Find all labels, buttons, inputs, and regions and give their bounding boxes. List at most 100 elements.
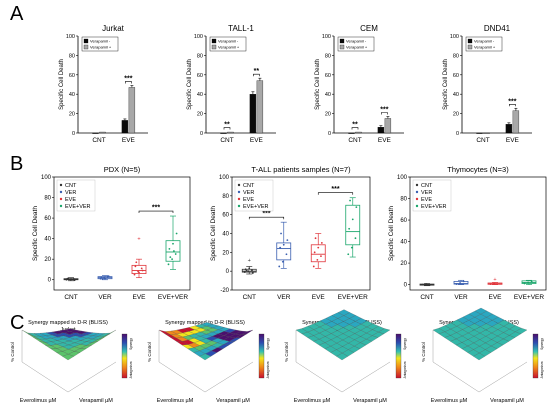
chart-title: Thymocytes (N=3) — [447, 165, 509, 174]
colorbar-label-synergy: Synergy — [403, 338, 407, 350]
panel-label-b: B — [10, 153, 23, 175]
x-tick-label: VER — [98, 294, 112, 301]
y-tick-label: 40 — [325, 92, 331, 98]
outlier-marker: + — [493, 277, 496, 283]
bar — [128, 87, 136, 134]
data-point — [72, 278, 75, 280]
surface-patch — [63, 328, 76, 332]
surface-plot-dnd41: Synergy mapped to D-R (BLISS)DND41% Cont… — [421, 307, 544, 404]
data-point — [175, 232, 178, 235]
legend-box — [412, 179, 452, 212]
significance-stars: *** — [380, 107, 388, 114]
colorbar — [258, 333, 265, 379]
y-tick-label: 0 — [456, 131, 459, 137]
y-tick-label: 0 — [328, 131, 331, 137]
legend-marker — [59, 190, 63, 194]
data-point — [350, 246, 353, 249]
box-plot-2: T-ALL patients samples (N=7) -20 0 20 40 60 80… — [210, 165, 371, 301]
y-tick-label: 20 — [453, 112, 459, 118]
legend-box — [81, 36, 119, 52]
y-tick-label: 80 — [400, 197, 407, 203]
data-point — [462, 280, 465, 283]
legend-label: VER — [421, 190, 432, 196]
colorbar — [532, 333, 539, 379]
y-axis-label: Specific Cell Death — [443, 59, 449, 110]
data-point — [355, 206, 358, 209]
colorbar-label-synergy: Synergy — [540, 338, 544, 350]
y-axis-label: Verapamil µM — [353, 398, 387, 404]
bar — [348, 132, 355, 134]
x-tick-label: EVE — [122, 137, 136, 144]
x-tick-label: EVE+VER — [158, 294, 188, 301]
data-point — [172, 242, 174, 245]
significance-bracket — [351, 127, 359, 130]
significance-bracket — [138, 210, 174, 214]
y-tick-label: 20 — [69, 112, 75, 118]
y-tick-label: 0 — [200, 131, 203, 137]
x-tick-label: CNT — [476, 137, 489, 144]
data-point — [280, 232, 282, 235]
legend-swatch — [467, 44, 473, 50]
z-axis-label: % Control — [421, 342, 426, 362]
y-tick-label: 60 — [325, 73, 331, 79]
legend-box — [337, 36, 375, 52]
plot-frame — [53, 176, 191, 291]
legend-label: VER — [65, 190, 76, 196]
legend-swatch — [467, 38, 473, 44]
y-tick-label: 100 — [397, 175, 408, 181]
x-tick-label: CNT — [92, 137, 105, 144]
legend: Verapamil -Verapamil + — [337, 36, 375, 52]
y-tick-label: 80 — [325, 53, 331, 59]
x-tick-label: EVE — [506, 137, 520, 144]
significance-stars: *** — [124, 75, 132, 82]
chart-title: CEM — [360, 24, 378, 33]
legend-label: Verapamil + — [218, 45, 240, 50]
legend-box — [465, 36, 503, 52]
x-tick-label: CNT — [64, 294, 77, 301]
data-point — [135, 261, 138, 264]
data-point — [320, 255, 322, 257]
z-axis-label: % Control — [284, 342, 289, 362]
panel-label-c: C — [10, 312, 24, 334]
significance-stars: *** — [152, 205, 160, 212]
z-axis-label: % Control — [147, 342, 152, 362]
x-tick-label: EVE+VER — [338, 294, 368, 301]
colorbar-label-synergy: Synergy — [266, 338, 270, 350]
y-tick-label: 60 — [69, 73, 75, 79]
y-tick-label: 80 — [453, 53, 459, 59]
x-tick-label: VER — [454, 294, 468, 301]
floor-edges — [432, 361, 528, 393]
data-point — [313, 251, 316, 254]
bar-chart-jurkat: Jurkat 0 20 40 60 80 100 Specific Cell Death CNT… — [59, 24, 148, 144]
bar — [99, 131, 106, 134]
box — [165, 240, 181, 262]
data-point — [279, 246, 282, 249]
bar — [92, 132, 99, 134]
data-point — [104, 277, 106, 280]
y-tick-label: 40 — [69, 92, 75, 98]
panel-label-a: A — [10, 3, 24, 25]
legend-swatch — [339, 38, 345, 44]
data-point — [99, 277, 102, 280]
x-tick-label: CNT — [420, 294, 433, 301]
legend-box — [56, 179, 96, 212]
legend-label: CNT — [421, 183, 433, 189]
significance-bracket — [317, 192, 354, 195]
y-tick-label: 100 — [450, 34, 459, 40]
data-point — [141, 269, 144, 272]
y-tick-label: 20 — [44, 257, 51, 263]
legend-label: EVE+VER — [421, 204, 447, 210]
x-axis-label: Everolimus µM — [431, 398, 468, 404]
significance-bracket — [381, 112, 388, 115]
y-tick-label: 100 — [41, 175, 52, 181]
legend-label: EVE+VER — [243, 204, 269, 210]
data-point — [281, 260, 284, 263]
legend-box — [209, 36, 247, 52]
x-axis-label: Everolimus µM — [20, 398, 57, 404]
y-tick-label: 80 — [44, 196, 51, 202]
colorbar — [395, 333, 402, 379]
x-tick-label: EVE — [378, 137, 392, 144]
data-point — [278, 265, 281, 268]
surface-patch — [337, 309, 351, 316]
surface-plot-tall1: Synergy mapped to D-R (BLISS)TALL1% Cont… — [147, 320, 270, 404]
